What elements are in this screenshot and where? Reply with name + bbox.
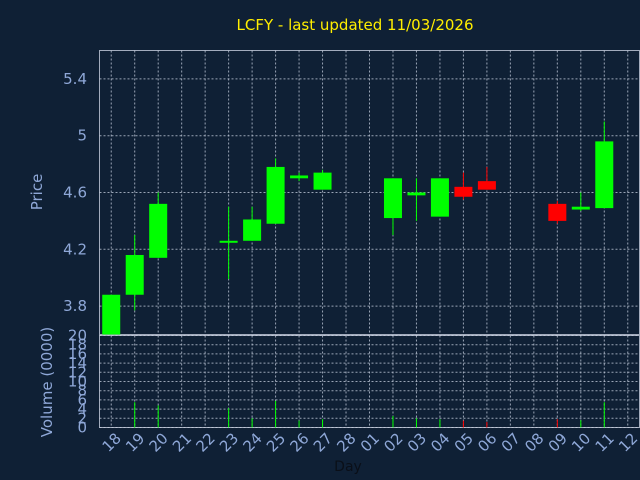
x-tick-label: 23 <box>216 429 242 455</box>
candle-body <box>477 181 496 190</box>
candle <box>383 178 402 236</box>
candle-body <box>407 192 426 196</box>
chart-title: LCFY - last updated 11/03/2026 <box>237 16 474 34</box>
candle <box>243 206 262 241</box>
volume-tick-label: 2 <box>77 409 87 427</box>
volume-grid <box>99 335 640 428</box>
candle-body <box>383 178 402 219</box>
volume-bars <box>134 400 605 428</box>
price-tick-label: 4.6 <box>63 184 87 202</box>
price-axis-label: Price <box>28 174 46 211</box>
x-tick-label: 02 <box>380 429 406 455</box>
candle <box>149 192 168 258</box>
x-tick-label: 12 <box>615 429 640 455</box>
candle <box>430 178 449 217</box>
x-axis-ticks: 1819202122232425262728010203040506070809… <box>99 429 640 455</box>
x-tick-label: 18 <box>99 429 125 455</box>
x-tick-label: 10 <box>568 429 594 455</box>
volume-tick-label: 8 <box>77 382 87 400</box>
volume-axis-label: Volume (0000) <box>38 327 56 437</box>
candle-body <box>313 172 332 190</box>
candle-body <box>149 203 168 258</box>
candle <box>407 178 426 221</box>
x-tick-label: 04 <box>427 429 453 455</box>
price-tick-label: 3.8 <box>63 297 87 315</box>
candle-body <box>243 219 262 241</box>
candle-body <box>548 203 567 221</box>
volume-tick-label: 0 <box>77 419 87 437</box>
x-tick-label: 26 <box>286 429 312 455</box>
candle-body <box>125 254 144 295</box>
x-tick-label: 08 <box>521 429 547 455</box>
candle <box>219 206 238 280</box>
x-tick-label: 11 <box>592 429 618 455</box>
x-tick-label: 01 <box>357 429 383 455</box>
candle-body <box>219 240 238 243</box>
candle <box>548 201 567 224</box>
price-tick-label: 4.2 <box>63 240 87 258</box>
x-tick-label: 05 <box>451 429 477 455</box>
price-tick-label: 5.4 <box>63 70 87 88</box>
volume-tick-label: 20 <box>68 327 87 345</box>
price-axis-ticks: 3.8 4.2 4.6 5 5.4 <box>63 70 87 315</box>
candle <box>313 169 332 190</box>
x-axis-label: Day <box>334 459 362 475</box>
candle <box>571 192 590 211</box>
price-grid <box>99 50 640 335</box>
x-tick-label: 03 <box>404 429 430 455</box>
candle-body <box>266 166 285 224</box>
candle-body <box>430 178 449 217</box>
candle <box>102 294 121 335</box>
volume-tick-label: 12 <box>68 363 87 381</box>
candle <box>477 166 496 190</box>
candle-body <box>571 206 590 210</box>
x-tick-label: 27 <box>310 429 336 455</box>
x-tick-label: 22 <box>193 429 219 455</box>
x-tick-label: 06 <box>474 429 500 455</box>
x-tick-label: 09 <box>545 429 571 455</box>
candles <box>102 121 614 335</box>
volume-tick-label: 18 <box>68 336 87 354</box>
candle-body <box>454 186 473 197</box>
volume-tick-label: 16 <box>68 345 87 363</box>
candle-body <box>290 175 309 179</box>
x-tick-label: 24 <box>239 429 265 455</box>
price-tick-label: 5 <box>77 127 87 145</box>
x-tick-label: 28 <box>333 429 359 455</box>
candle <box>454 172 473 200</box>
x-tick-label: 21 <box>169 429 195 455</box>
x-tick-label: 25 <box>263 429 289 455</box>
x-tick-label: 20 <box>146 429 172 455</box>
x-tick-label: 07 <box>498 429 524 455</box>
candle-body <box>102 294 121 335</box>
x-tick-label: 19 <box>122 429 148 455</box>
volume-tick-label: 10 <box>68 373 87 391</box>
volume-tick-label: 4 <box>77 400 87 418</box>
volume-tick-label: 14 <box>68 354 87 372</box>
volume-tick-label: 6 <box>77 391 87 409</box>
candle <box>595 121 614 209</box>
candle-body <box>595 141 614 209</box>
candle <box>290 172 309 182</box>
candle <box>266 158 285 224</box>
candle <box>125 235 144 311</box>
